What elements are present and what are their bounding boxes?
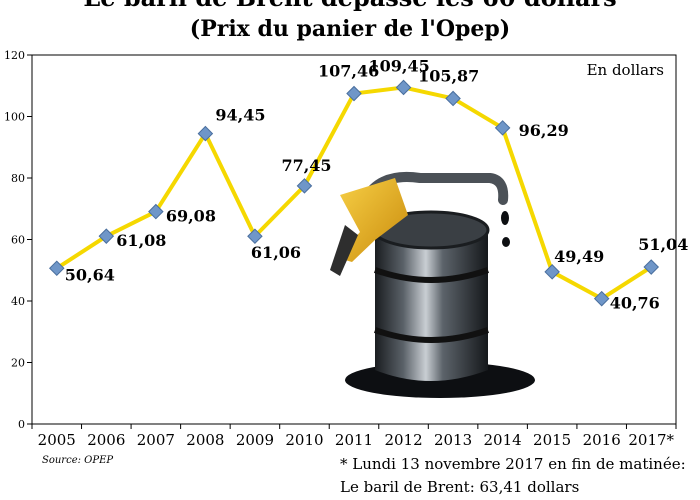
data-label: 51,04 <box>638 235 688 254</box>
x-tick-label: 2012 <box>384 431 422 449</box>
y-tick-label: 120 <box>4 49 25 62</box>
data-point <box>148 203 164 220</box>
x-tick-label: 2017* <box>628 431 674 449</box>
data-point <box>247 228 263 245</box>
data-point <box>643 259 660 275</box>
x-tick-label: 2006 <box>87 431 125 449</box>
data-point <box>98 228 115 244</box>
x-tick-label: 2015 <box>533 431 571 449</box>
data-label: 94,45 <box>215 106 265 125</box>
y-tick-label: 80 <box>11 172 25 185</box>
data-label: 50,64 <box>65 265 115 284</box>
data-label: 96,29 <box>519 121 569 140</box>
footnote-line-2: Le baril de Brent: 63,41 dollars <box>340 478 580 496</box>
data-point <box>296 178 313 194</box>
source-note: Source: OPEP <box>42 455 114 466</box>
data-label: 69,08 <box>166 207 216 226</box>
y-tick-label: 40 <box>11 295 25 308</box>
x-tick-label: 2010 <box>285 431 323 449</box>
data-label: 107,46 <box>318 62 379 81</box>
footnote-line-1: * Lundi 13 novembre 2017 en fin de matin… <box>340 455 686 473</box>
x-tick-label: 2011 <box>335 431 373 449</box>
data-label: 61,06 <box>251 243 301 262</box>
x-tick-label: 2013 <box>434 431 472 449</box>
x-tick-label: 2007 <box>137 431 175 449</box>
x-tick-label: 2016 <box>583 431 621 449</box>
y-tick-label: 0 <box>18 418 25 431</box>
data-label: 49,49 <box>554 247 604 266</box>
x-tick-label: 2005 <box>38 431 76 449</box>
data-point <box>593 290 610 307</box>
y-tick-label: 60 <box>11 234 25 247</box>
data-point <box>445 90 461 107</box>
x-tick-label: 2008 <box>186 431 224 449</box>
chart-title: Le baril de Brent dépasse les 60 dollars <box>0 0 700 10</box>
data-point <box>48 260 65 277</box>
data-label: 109,45 <box>369 56 430 75</box>
unit-label: En dollars <box>587 61 664 79</box>
data-point <box>494 120 511 136</box>
data-label: 105,87 <box>418 66 479 85</box>
data-label: 40,76 <box>610 294 660 313</box>
y-tick-label: 100 <box>4 111 25 124</box>
chart-subtitle: (Prix du panier de l'Opep) <box>189 16 511 42</box>
data-label: 61,08 <box>116 231 166 250</box>
data-point <box>197 125 214 142</box>
data-label: 77,45 <box>281 156 331 175</box>
data-point <box>395 79 412 96</box>
y-tick-label: 20 <box>11 357 25 370</box>
data-point <box>346 85 362 102</box>
x-tick-label: 2014 <box>484 431 522 449</box>
data-point <box>544 264 560 280</box>
x-tick-label: 2009 <box>236 431 274 449</box>
oil-barrel-illustration <box>330 172 535 398</box>
